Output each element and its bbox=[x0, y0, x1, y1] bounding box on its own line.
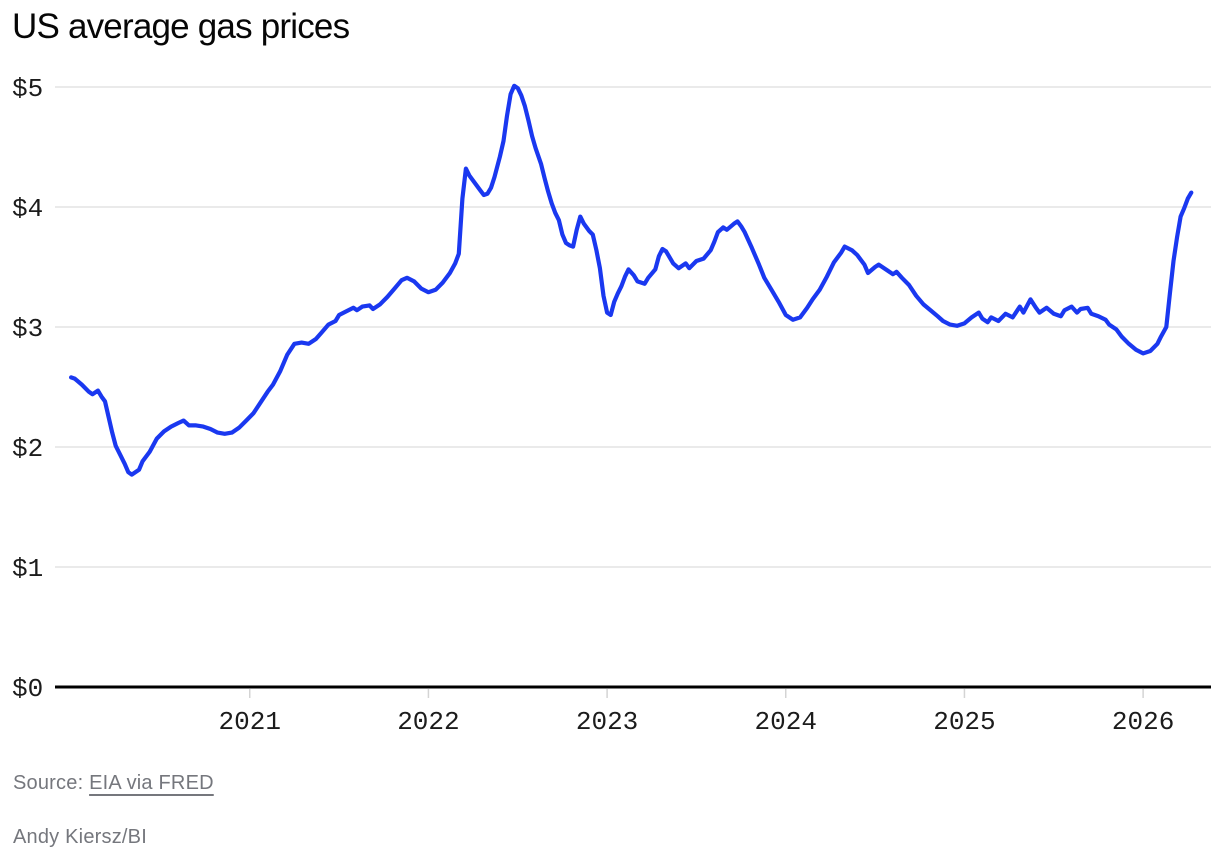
source-line: Source: EIA via FRED bbox=[13, 772, 214, 795]
y-tick-label: $5 bbox=[12, 74, 43, 104]
y-tick-label: $3 bbox=[12, 314, 43, 344]
x-tick-label: 2026 bbox=[1112, 707, 1174, 737]
chart-title: US average gas prices bbox=[12, 7, 350, 46]
y-tick-label: $1 bbox=[12, 554, 43, 584]
x-tick-label: 2025 bbox=[933, 707, 995, 737]
x-tick-label: 2023 bbox=[576, 707, 638, 737]
byline: Andy Kiersz/BI bbox=[13, 826, 147, 848]
source-prefix: Source: bbox=[13, 772, 84, 794]
x-tick-label: 2024 bbox=[755, 707, 817, 737]
x-tick-label: 2021 bbox=[219, 707, 281, 737]
y-tick-label: $0 bbox=[12, 674, 43, 704]
x-tick-label: 2022 bbox=[397, 707, 459, 737]
price-line-series bbox=[69, 83, 1194, 477]
y-tick-label: $4 bbox=[12, 194, 43, 224]
y-tick-label: $2 bbox=[12, 434, 43, 464]
source-link[interactable]: EIA via FRED bbox=[89, 772, 214, 794]
gas-price-line-chart: $0 $1 $2 $3 $4 $5 2021 2022 2023 2024 2025 2026 bbox=[12, 74, 1211, 737]
